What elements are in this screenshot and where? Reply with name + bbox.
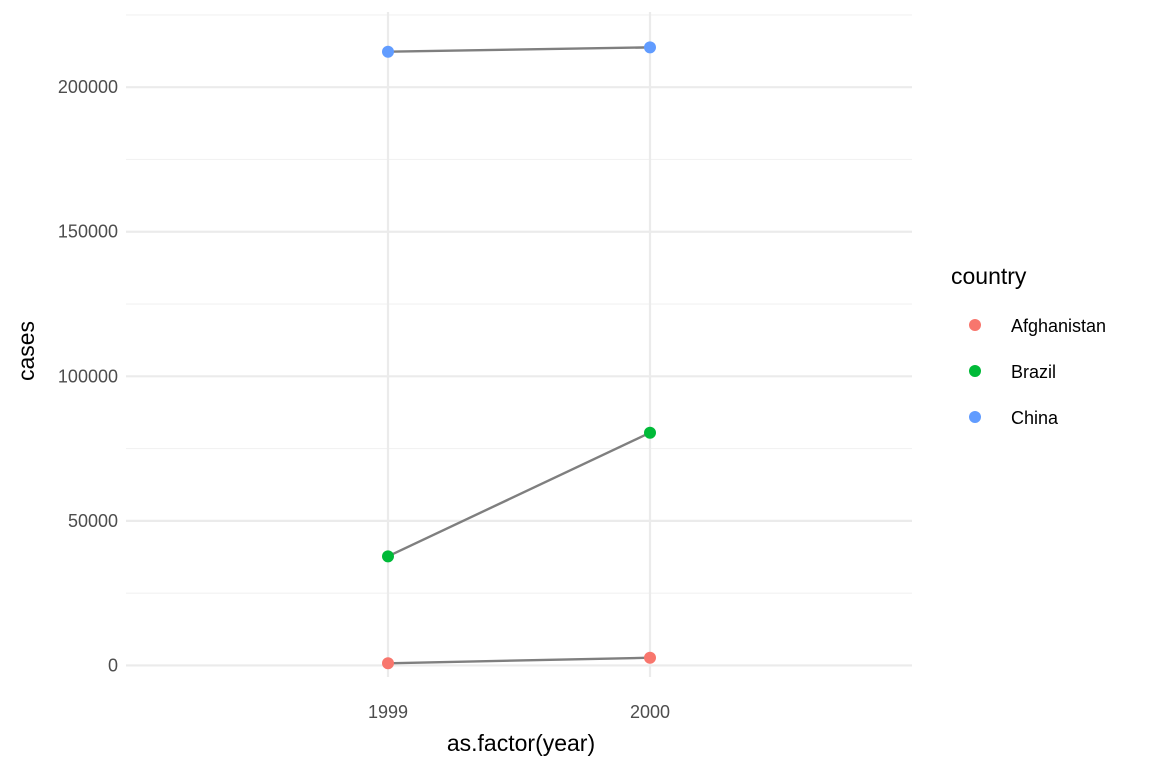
legend-label: Brazil — [1011, 362, 1056, 382]
legend-key — [969, 365, 981, 377]
data-point — [644, 426, 656, 439]
series-line — [387, 46, 651, 53]
y-tick-label: 0 — [108, 655, 118, 675]
x-axis-title: as.factor(year) — [447, 730, 595, 756]
series-line — [387, 431, 651, 558]
data-point — [644, 41, 656, 54]
y-tick-label: 200000 — [58, 77, 118, 97]
series-line — [387, 656, 651, 665]
series-lines — [387, 46, 651, 665]
data-point — [644, 651, 656, 664]
minor-gridlines — [126, 14, 912, 594]
data-point — [382, 657, 394, 670]
data-point — [382, 550, 394, 563]
major-gridlines — [126, 12, 912, 677]
legend: country Afghanistan Brazil China — [951, 263, 1106, 428]
x-tick-label: 1999 — [368, 702, 408, 722]
y-tick-label: 50000 — [68, 511, 118, 531]
data-point — [382, 45, 394, 58]
y-tick-label: 100000 — [58, 366, 118, 386]
x-axis-ticks: 1999 2000 — [368, 702, 670, 722]
y-axis-title: cases — [13, 321, 39, 381]
legend-label: Afghanistan — [1011, 316, 1106, 336]
y-tick-label: 150000 — [58, 222, 118, 242]
x-tick-label: 2000 — [630, 702, 670, 722]
legend-label: China — [1011, 408, 1059, 428]
legend-title: country — [951, 263, 1027, 289]
legend-key — [969, 411, 981, 423]
series-points — [382, 41, 656, 670]
y-axis-ticks: 0 50000 100000 150000 200000 — [58, 77, 118, 675]
legend-key — [969, 319, 981, 331]
